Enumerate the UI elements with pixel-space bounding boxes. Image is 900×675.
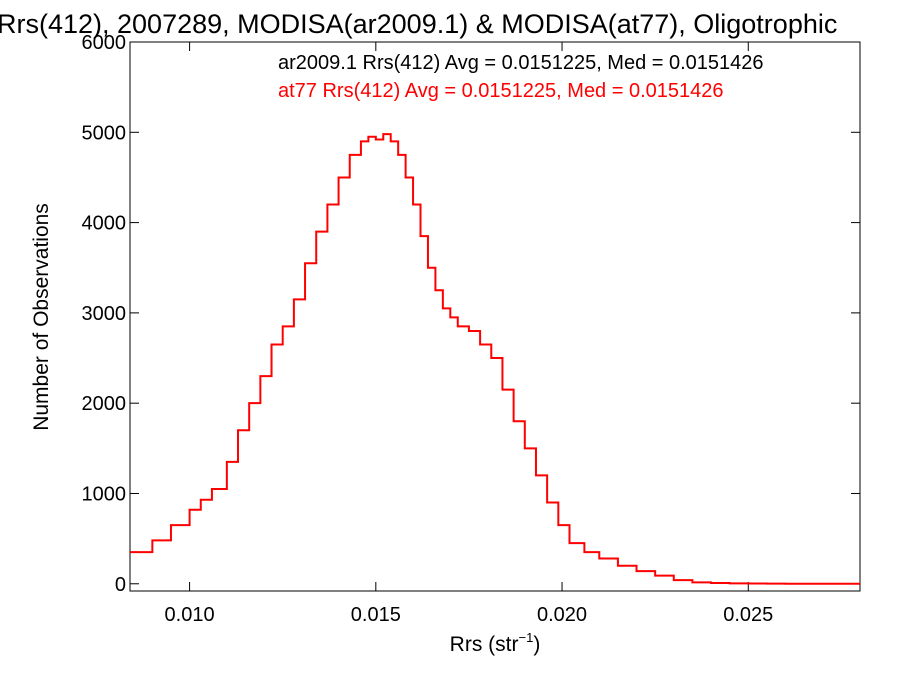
- chart-title: Rrs(412), 2007289, MODISA(ar2009.1) & MO…: [0, 9, 837, 39]
- y-tick-label: 3000: [82, 303, 127, 325]
- y-tick-label: 5000: [82, 122, 127, 144]
- y-axis-label: Number of Observations: [30, 203, 53, 431]
- plot-frame: [129, 41, 861, 592]
- x-tick-label: 0.025: [723, 604, 773, 626]
- x-axis-label-base: Rrs (str: [450, 633, 519, 656]
- annotation-ar2009: ar2009.1 Rrs(412) Avg = 0.0151225, Med =…: [278, 52, 764, 74]
- x-tick-label: 0.015: [351, 604, 401, 626]
- y-tick-label: 1000: [82, 483, 127, 505]
- annotation-at77: at77 Rrs(412) Avg = 0.0151225, Med = 0.0…: [278, 80, 724, 102]
- series-line-at77: [130, 133, 860, 585]
- x-axis-label-close: ): [533, 633, 540, 656]
- x-axis-label: Rrs (str−1): [450, 630, 541, 656]
- y-tick-label: 6000: [82, 32, 127, 54]
- y-tick-label: 4000: [82, 213, 127, 235]
- series-layer: [130, 133, 860, 585]
- x-axis-ticks: 0.010 0.015 0.020 0.025: [165, 42, 773, 626]
- y-tick-label: 2000: [82, 393, 127, 415]
- x-tick-label: 0.020: [537, 604, 587, 626]
- x-axis-label-superscript: −1: [519, 630, 534, 645]
- y-axis-ticks: 0 1000 2000 3000 4000 5000 6000: [82, 32, 860, 596]
- x-tick-label: 0.010: [165, 604, 215, 626]
- y-tick-label: 0: [115, 574, 126, 596]
